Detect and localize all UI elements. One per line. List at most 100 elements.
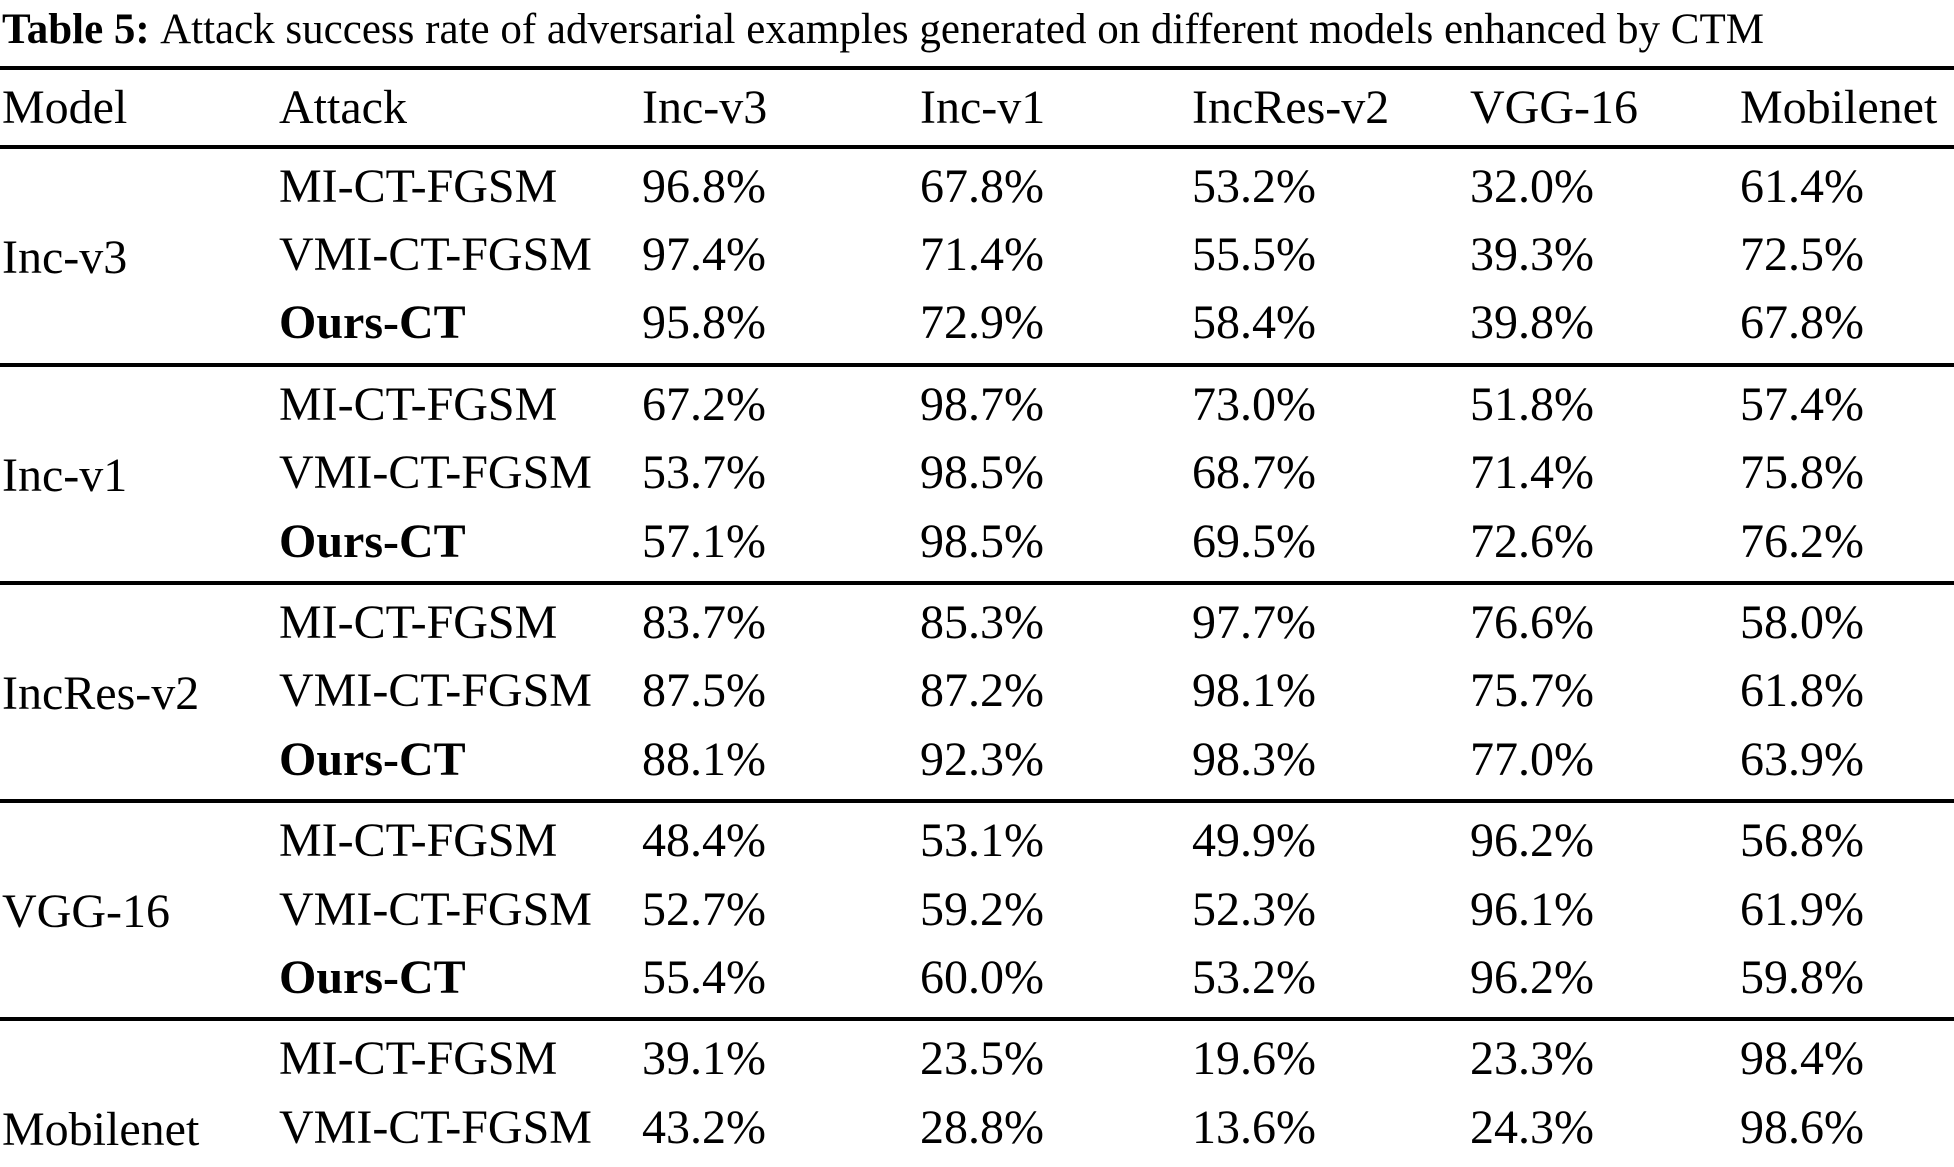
value-cell: 85.3% xyxy=(920,596,1044,650)
header-row: Model Attack Inc-v3 Inc-v1 IncRes-v2 VGG… xyxy=(0,68,1954,149)
value-cell: 73.0% xyxy=(1192,377,1316,431)
table-row: Mobilenet MI-CT-FGSM 39.1% 23.5% 19.6% 2… xyxy=(0,1019,1954,1155)
model-cell: IncRes-v2 xyxy=(2,666,200,720)
attack-cell: VMI-CT-FGSM xyxy=(279,446,592,500)
value-cell: 71.4% xyxy=(920,228,1044,282)
value-cell: 76.6% xyxy=(1470,596,1594,650)
model-cell: Inc-v3 xyxy=(2,230,128,284)
value-cell: 51.8% xyxy=(1470,377,1594,431)
value-cell: 53.7% xyxy=(642,446,766,500)
attack-cell: MI-CT-FGSM xyxy=(279,814,558,868)
value-cell: 24.3% xyxy=(1470,1100,1594,1154)
table-row: Inc-v3 MI-CT-FGSM 96.8% 67.8% 53.2% 32.0… xyxy=(0,147,1954,282)
attack-cell: VMI-CT-FGSM xyxy=(279,1100,592,1154)
value-cell: 28.8% xyxy=(920,1100,1044,1154)
value-cell: 76.2% xyxy=(1740,514,1864,568)
value-cell: 96.2% xyxy=(1470,814,1594,868)
attack-cell: MI-CT-FGSM xyxy=(279,596,558,650)
value-cell: 98.5% xyxy=(920,514,1044,568)
value-cell: 98.4% xyxy=(1740,1032,1864,1086)
table-row: Ours-CT 58.4% 44.5% 37.6% 31.0% 98.8% xyxy=(0,1162,1954,1167)
value-cell: 88.1% xyxy=(642,732,766,786)
value-cell: 49.9% xyxy=(1192,814,1316,868)
attack-cell: MI-CT-FGSM xyxy=(279,377,558,431)
value-cell: 95.8% xyxy=(642,296,766,350)
results-table: Model Attack Inc-v3 Inc-v1 IncRes-v2 VGG… xyxy=(0,66,1954,1167)
value-cell: 59.8% xyxy=(1740,950,1864,1004)
attack-cell: VMI-CT-FGSM xyxy=(279,664,592,718)
value-cell: 72.9% xyxy=(920,296,1044,350)
column-header-model: Model xyxy=(0,68,277,149)
value-cell: 72.6% xyxy=(1470,514,1594,568)
column-header-attack: Attack xyxy=(277,68,640,149)
value-cell: 67.8% xyxy=(1740,296,1864,350)
value-cell: 96.8% xyxy=(642,159,766,213)
value-cell: 77.0% xyxy=(1470,732,1594,786)
value-cell: 19.6% xyxy=(1192,1032,1316,1086)
value-cell: 37.6% xyxy=(1190,1162,1468,1167)
value-cell: 57.4% xyxy=(1740,377,1864,431)
column-header-incres-v2: IncRes-v2 xyxy=(1190,68,1468,149)
value-cell: 23.3% xyxy=(1470,1032,1594,1086)
model-group-inc-v3: Inc-v3 MI-CT-FGSM 96.8% 67.8% 53.2% 32.0… xyxy=(0,146,1954,365)
column-header-inc-v3: Inc-v3 xyxy=(640,68,918,149)
value-cell: 72.5% xyxy=(1740,228,1864,282)
value-cell: 57.1% xyxy=(642,514,766,568)
column-header-vgg-16: VGG-16 xyxy=(1468,68,1738,149)
value-cell: 61.8% xyxy=(1740,664,1864,718)
column-header-mobilenet: Mobilenet xyxy=(1738,68,1954,149)
value-cell: 98.3% xyxy=(1192,732,1316,786)
attack-cell: Ours-CT xyxy=(277,1162,640,1167)
value-cell: 71.4% xyxy=(1470,446,1594,500)
table-row: VGG-16 MI-CT-FGSM 48.4% 53.1% 49.9% 96.2… xyxy=(0,801,1954,936)
value-cell: 68.7% xyxy=(1192,446,1316,500)
value-cell: 63.9% xyxy=(1740,732,1864,786)
value-cell: 58.0% xyxy=(1740,596,1864,650)
model-group-mobilenet: Mobilenet MI-CT-FGSM 39.1% 23.5% 19.6% 2… xyxy=(0,1019,1954,1167)
value-cell: 98.6% xyxy=(1740,1100,1864,1154)
attack-cell: MI-CT-FGSM xyxy=(279,1032,558,1086)
value-cell: 32.0% xyxy=(1470,159,1594,213)
value-cell: 83.7% xyxy=(642,596,766,650)
value-cell: 48.4% xyxy=(642,814,766,868)
table-caption-label: Table 5: xyxy=(2,6,150,53)
value-cell: 23.5% xyxy=(920,1032,1044,1086)
value-cell: 39.3% xyxy=(1470,228,1594,282)
table-row: VMI-CT-FGSM 97.4% 71.4% 55.5% 39.3% 72.5… xyxy=(0,221,1954,289)
value-cell: 96.2% xyxy=(1470,950,1594,1004)
value-cell: 44.5% xyxy=(918,1162,1190,1167)
value-cell: 59.2% xyxy=(920,882,1044,936)
value-cell: 61.4% xyxy=(1740,159,1864,213)
value-cell: 87.5% xyxy=(642,664,766,718)
value-cell: 67.8% xyxy=(920,159,1044,213)
value-cell: 87.2% xyxy=(920,664,1044,718)
value-cell: 55.5% xyxy=(1192,228,1316,282)
value-cell: 75.8% xyxy=(1740,446,1864,500)
model-cell: Mobilenet xyxy=(2,1103,200,1157)
value-cell: 56.8% xyxy=(1740,814,1864,868)
value-cell: 61.9% xyxy=(1740,882,1864,936)
model-group-vgg-16: VGG-16 MI-CT-FGSM 48.4% 53.1% 49.9% 96.2… xyxy=(0,801,1954,1019)
value-cell: 13.6% xyxy=(1192,1100,1316,1154)
model-cell: Inc-v1 xyxy=(2,448,128,502)
value-cell: 75.7% xyxy=(1470,664,1594,718)
value-cell: 31.0% xyxy=(1468,1162,1738,1167)
value-cell: 69.5% xyxy=(1192,514,1316,568)
model-group-incres-v2: IncRes-v2 MI-CT-FGSM 83.7% 85.3% 97.7% 7… xyxy=(0,583,1954,801)
model-group-inc-v1: Inc-v1 MI-CT-FGSM 67.2% 98.7% 73.0% 51.8… xyxy=(0,364,1954,583)
table-row: Ours-CT 57.1% 98.5% 69.5% 72.6% 76.2% xyxy=(0,508,1954,583)
value-cell: 96.1% xyxy=(1470,882,1594,936)
attack-cell: MI-CT-FGSM xyxy=(279,159,558,213)
attack-cell: Ours-CT xyxy=(279,296,466,350)
attack-cell: Ours-CT xyxy=(279,950,466,1004)
table-row: Inc-v1 MI-CT-FGSM 67.2% 98.7% 73.0% 51.8… xyxy=(0,365,1954,500)
value-cell: 98.7% xyxy=(920,377,1044,431)
value-cell: 67.2% xyxy=(642,377,766,431)
table-row: VMI-CT-FGSM 52.7% 59.2% 52.3% 96.1% 61.9… xyxy=(0,876,1954,944)
value-cell: 58.4% xyxy=(1192,296,1316,350)
value-cell: 98.8% xyxy=(1738,1162,1954,1167)
table-row: Ours-CT 55.4% 60.0% 53.2% 96.2% 59.8% xyxy=(0,944,1954,1019)
value-cell: 97.4% xyxy=(642,228,766,282)
value-cell: 52.7% xyxy=(642,882,766,936)
